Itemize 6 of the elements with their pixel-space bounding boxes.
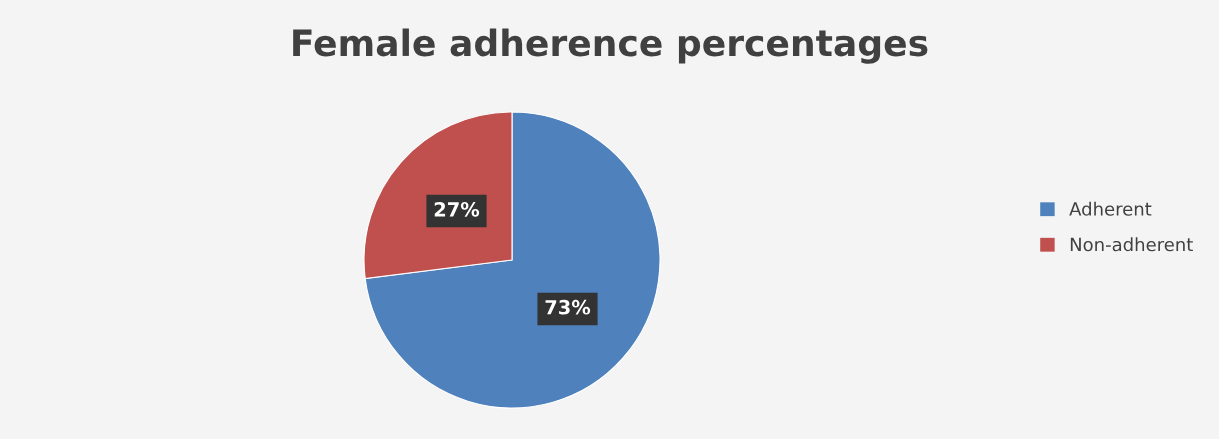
chart-title: Female adherence percentages [293,28,928,64]
legend-label: Adherent [1069,201,1152,216]
legend-label: Non-adherent [1070,237,1193,252]
data-label: 27% [434,202,480,217]
pie-slice [364,111,661,409]
data-label: 73% [545,299,591,315]
